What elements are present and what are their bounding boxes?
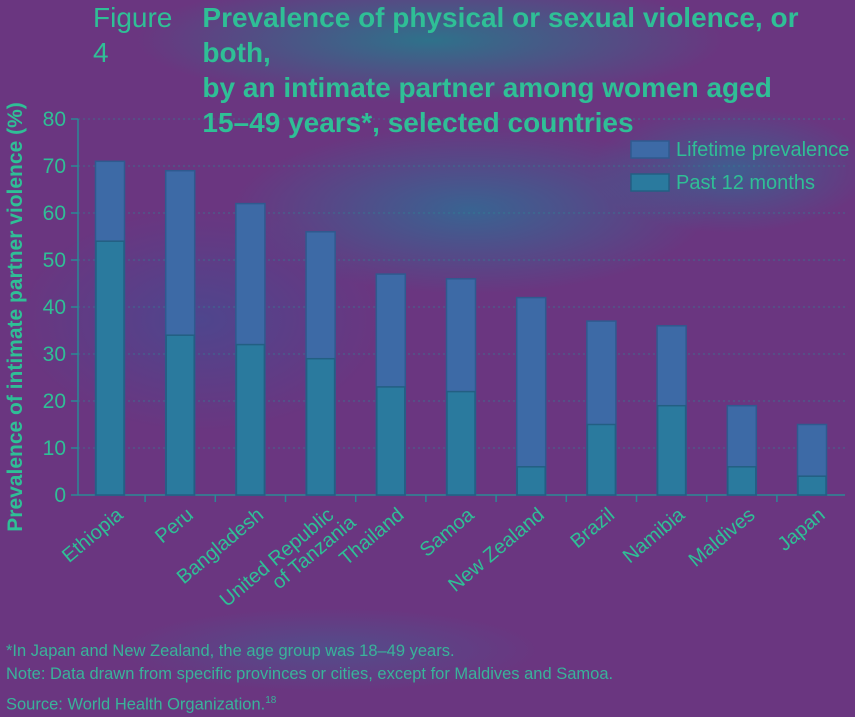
- chart-notes: *In Japan and New Zealand, the age group…: [6, 640, 613, 717]
- bar-past-12-months: [95, 240, 125, 496]
- bar-past-12-months: [446, 390, 476, 496]
- x-tick-label: Namibia: [619, 503, 690, 568]
- source-text: Source: World Health Organization.: [6, 695, 266, 714]
- chart-title: Figure 4 Prevalence of physical or sexua…: [93, 0, 853, 140]
- y-axis-label: Prevalence of intimate partner violence …: [4, 102, 27, 531]
- x-tick-label-line: Japan: [774, 504, 830, 556]
- y-tick-label: 30: [43, 343, 66, 366]
- y-tick-label: 0: [54, 484, 66, 507]
- source-reference: 18: [265, 695, 277, 706]
- x-tick-label: United Republicof Tanzania: [216, 496, 361, 627]
- y-tick-label: 50: [43, 249, 66, 272]
- x-tick-label-line: Brazil: [566, 504, 618, 553]
- x-tick-label: Peru: [151, 504, 198, 548]
- x-tick-label: Ethiopia: [58, 503, 128, 567]
- legend-label-lifetime: Lifetime prevalence: [676, 139, 849, 161]
- bar-past-12-months: [235, 343, 266, 496]
- x-tick-label-line: Namibia: [619, 503, 690, 568]
- title-line-3: 15–49 years*, selected countries: [202, 107, 634, 138]
- title-line-2: by an intimate partner among women aged: [202, 72, 772, 103]
- y-tick-label: 80: [43, 108, 66, 131]
- x-tick-label: Brazil: [566, 504, 618, 553]
- y-tick-label: 60: [43, 202, 66, 225]
- x-tick-label: Samoa: [416, 503, 479, 561]
- bar-past-12-months: [586, 423, 617, 496]
- y-tick-label: 70: [43, 155, 66, 178]
- title-line-1: Prevalence of physical or sexual violenc…: [202, 2, 799, 68]
- bar-past-12-months: [165, 334, 195, 496]
- footnote: *In Japan and New Zealand, the age group…: [6, 642, 455, 660]
- bar-lifetime: [515, 296, 547, 496]
- legend-swatch-lifetime: [630, 140, 670, 159]
- bar-past-12-months: [376, 386, 406, 496]
- bar-past-12-months: [656, 404, 687, 496]
- bar-chart: 0 10 20 30 40 50 60 70 80 Prevalence of intimate …: [4, 102, 849, 627]
- data-note: Note: Data drawn from specific provinces…: [6, 665, 614, 683]
- legend-swatch-past-12-months: [630, 173, 670, 192]
- y-tick-label: 40: [43, 296, 66, 319]
- source-line: Source: World Health Organization.18: [6, 689, 613, 717]
- x-tick-label-line: Maldives: [685, 504, 760, 572]
- bar-past-12-months: [516, 466, 546, 496]
- x-tick-label-line: Samoa: [416, 503, 479, 561]
- x-tick-label: Maldives: [685, 504, 760, 572]
- x-tick-label-line: Peru: [151, 504, 198, 548]
- bar-past-12-months: [305, 357, 336, 496]
- legend-label-past-12-months: Past 12 months: [676, 172, 815, 194]
- bar-past-12-months: [727, 466, 757, 496]
- y-tick-label: 20: [43, 390, 66, 413]
- x-tick-label: Japan: [774, 504, 830, 556]
- figure-label: Figure 4: [93, 2, 173, 68]
- bar-past-12-months: [797, 475, 827, 496]
- x-tick-label-line: Ethiopia: [58, 503, 128, 567]
- y-tick-label: 10: [43, 437, 66, 460]
